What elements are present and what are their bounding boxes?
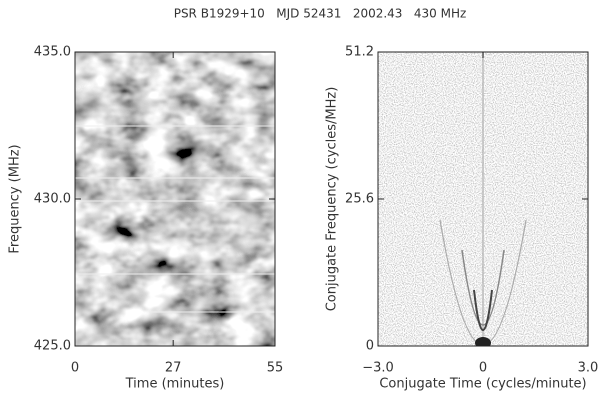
x-axis-label: Time (minutes) — [125, 377, 225, 392]
y-axis-label: Frequency (MHz) — [8, 144, 23, 253]
y-tick-label: 435.0 — [34, 45, 71, 60]
figure-title: PSR B1929+10 MJD 52431 2002.43 430 MHz — [174, 7, 467, 21]
y-tick-label: 51.2 — [345, 45, 374, 60]
y-axis-label: Conjugate Frequency (cycles/MHz) — [325, 87, 340, 312]
x-tick-label: 0 — [479, 361, 487, 376]
x-tick-label: 55 — [267, 361, 284, 376]
x-axis-label: Conjugate Time (cycles/minute) — [379, 377, 586, 392]
x-tick-label: −3.0 — [362, 361, 394, 376]
secondary-spectrum-image — [378, 52, 588, 346]
y-tick-label: 25.6 — [345, 192, 374, 207]
x-tick-label: 0 — [71, 361, 79, 376]
x-tick-label: 27 — [165, 361, 182, 376]
dynamic-spectrum-image — [75, 52, 275, 346]
y-tick-label: 0 — [366, 339, 374, 354]
y-tick-label: 425.0 — [34, 339, 71, 354]
x-tick-label: 3.0 — [578, 361, 599, 376]
rfi-streaks — [75, 125, 275, 313]
y-tick-label: 430.0 — [34, 192, 71, 207]
